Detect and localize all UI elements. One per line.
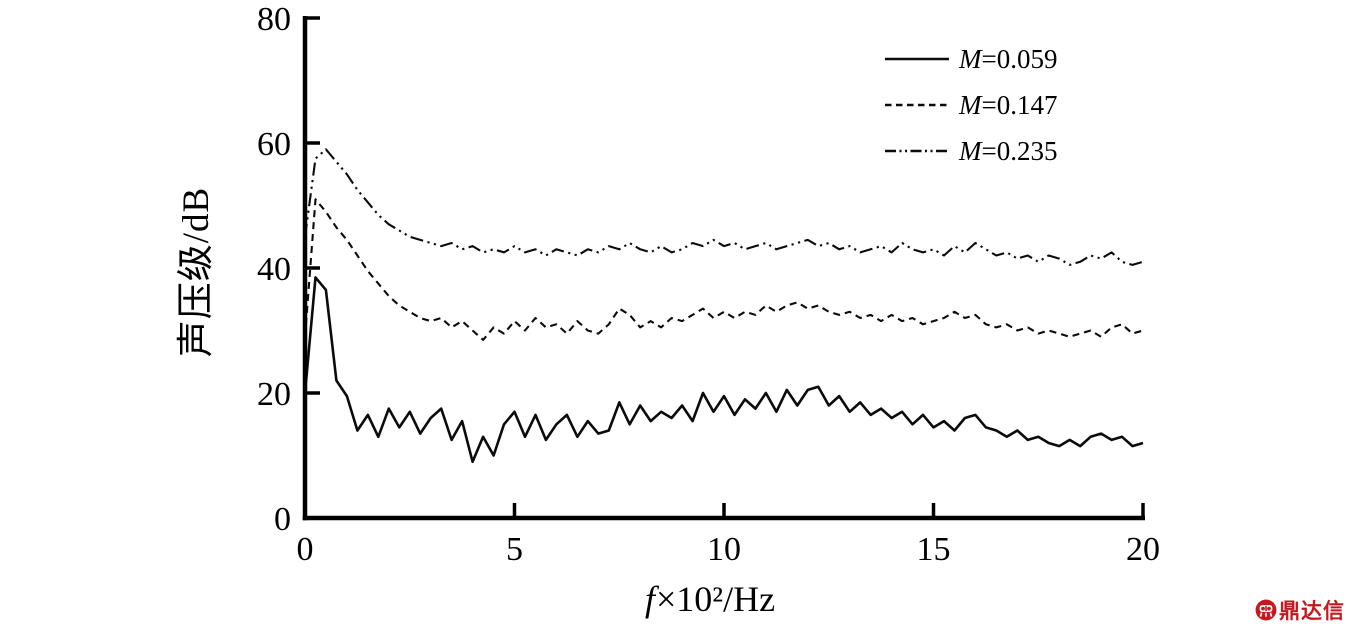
x-tick-label: 5 xyxy=(506,531,523,568)
legend-symbol: M xyxy=(959,89,982,120)
legend-label: M=0.059 xyxy=(959,44,1057,75)
legend-line-solid-icon xyxy=(885,57,949,61)
legend-item: M=0.147 xyxy=(884,82,1057,128)
y-tick-label: 20 xyxy=(257,376,291,413)
legend-line-dashdotdot-icon xyxy=(885,149,949,153)
legend: M=0.059 M=0.147 M=0.235 xyxy=(884,36,1057,174)
y-tick-label: 60 xyxy=(257,126,291,163)
x-tick-label: 0 xyxy=(297,531,314,568)
legend-item: M=0.059 xyxy=(884,36,1057,82)
y-tick-label: 0 xyxy=(274,501,291,538)
legend-value: =0.147 xyxy=(981,89,1058,120)
y-axis-title-text: 声压级/dB xyxy=(176,186,217,358)
brand-watermark: 鼎达信 xyxy=(1255,595,1345,625)
legend-value: =0.059 xyxy=(981,43,1058,74)
series-line-solid xyxy=(303,276,1144,464)
x-axis-title: f×10²/Hz xyxy=(645,578,775,620)
series-line-dash-dot-dot xyxy=(303,148,1144,266)
x-tick-label: 15 xyxy=(917,531,951,568)
legend-symbol: M xyxy=(959,43,982,74)
legend-value: =0.235 xyxy=(981,135,1058,166)
y-tick-label: 40 xyxy=(257,251,291,288)
legend-line-dashed-icon xyxy=(885,103,949,107)
series-line-dashed xyxy=(303,198,1144,341)
legend-label: M=0.147 xyxy=(959,90,1057,121)
legend-label: M=0.235 xyxy=(959,136,1057,167)
y-tick-label: 80 xyxy=(257,1,291,38)
x-axis-title-rest: ×10²/Hz xyxy=(655,579,776,619)
y-axis-title: 声压级/dB xyxy=(165,187,219,357)
dingdaxin-logo-icon xyxy=(1255,599,1277,621)
legend-item: M=0.235 xyxy=(884,128,1057,174)
brand-watermark-text: 鼎达信 xyxy=(1279,600,1345,623)
x-tick-label: 10 xyxy=(707,531,741,568)
x-axis-title-italic: f xyxy=(644,579,655,619)
x-tick-label: 20 xyxy=(1126,531,1160,568)
legend-symbol: M xyxy=(959,135,982,166)
